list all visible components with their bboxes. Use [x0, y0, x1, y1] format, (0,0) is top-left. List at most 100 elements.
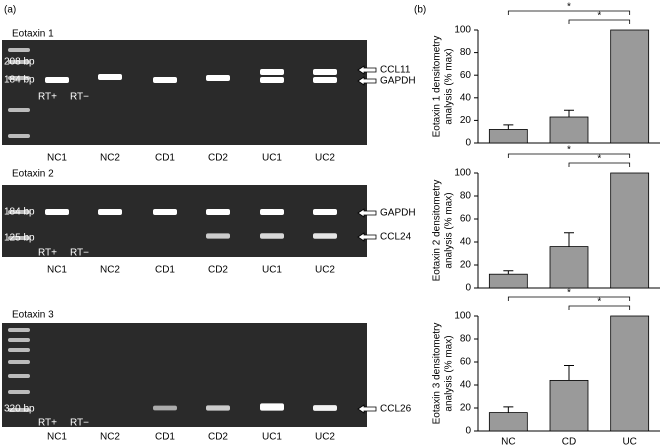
gel-band	[98, 209, 122, 215]
gel-band	[45, 209, 69, 215]
gel-band	[260, 77, 284, 83]
ladder-band	[8, 338, 30, 342]
significance-bracket	[568, 19, 631, 24]
lane-label: NC1	[47, 265, 67, 276]
x-tick-label: NC	[501, 437, 515, 448]
bar	[488, 412, 528, 432]
lane-label: CD2	[208, 153, 228, 164]
y-tick-label: 0	[465, 283, 471, 294]
lane-label: NC1	[47, 153, 67, 164]
lane-label: UC2	[315, 432, 335, 443]
ladder-band	[8, 408, 30, 412]
error-bar	[564, 364, 574, 381]
panel-label: (a)	[4, 5, 16, 16]
bar	[488, 129, 528, 144]
significance-bracket	[507, 10, 631, 15]
rt-label: RT−	[70, 418, 89, 429]
bar	[549, 246, 589, 289]
size-label: 320 bp	[4, 404, 35, 415]
rt-label: RT+	[38, 92, 57, 103]
rt-label: RT−	[70, 92, 89, 103]
gene-label: CCL11	[380, 65, 411, 76]
gel-band	[206, 233, 230, 239]
size-label: 184 bp	[4, 75, 35, 86]
gel-band	[260, 69, 284, 75]
ladder-band	[8, 236, 30, 240]
significance-bracket	[507, 153, 631, 158]
bar	[610, 172, 650, 289]
lane-label: UC1	[262, 432, 282, 443]
lane-label: CD2	[208, 265, 228, 276]
gel-title: Eotaxin 2	[12, 169, 54, 180]
y-tick-label: 40	[460, 92, 472, 103]
panel-label: (b)	[414, 5, 426, 16]
error-bar	[503, 406, 514, 413]
gel-title: Eotaxin 1	[12, 29, 54, 40]
gene-label: GAPDH	[380, 76, 416, 87]
y-tick-label: 40	[460, 380, 472, 391]
ladder-band	[8, 210, 30, 214]
lane-label: UC2	[315, 153, 335, 164]
significance-bracket	[568, 305, 631, 310]
lane-label: CD1	[155, 153, 175, 164]
gel-band	[260, 233, 284, 239]
ladder-band	[8, 390, 30, 394]
gel-image	[2, 40, 367, 145]
significance-label: *	[567, 288, 571, 299]
lane-label: UC1	[262, 265, 282, 276]
gel-band	[206, 75, 230, 81]
y-tick-label: 60	[460, 70, 472, 81]
y-tick-label: 20	[460, 115, 472, 126]
significance-label: *	[597, 11, 601, 22]
y-tick-label: 0	[465, 138, 471, 149]
gel-band	[206, 405, 230, 411]
lane-label: NC2	[100, 153, 120, 164]
ladder-band	[8, 108, 30, 112]
ladder-band	[8, 76, 30, 80]
y-axis-label: analysis (% max)	[444, 48, 455, 124]
gel-image	[2, 185, 367, 257]
y-tick-label: 80	[460, 334, 472, 345]
error-bar	[503, 270, 514, 275]
gel-band	[260, 403, 284, 411]
size-label: 208 bp	[4, 57, 35, 68]
x-tick-label: CD	[562, 437, 576, 448]
y-tick-label: 20	[460, 403, 472, 414]
ladder-band	[8, 348, 30, 352]
gel-band	[98, 74, 122, 80]
error-bar	[503, 124, 514, 130]
bar	[549, 116, 589, 144]
gel-band	[313, 77, 337, 83]
bar	[549, 379, 589, 432]
y-tick-label: 100	[454, 25, 471, 36]
ladder-band	[8, 60, 30, 64]
rt-label: RT−	[70, 248, 89, 259]
significance-label: *	[567, 145, 571, 156]
ladder-band	[8, 134, 30, 138]
gel-band	[260, 209, 284, 215]
arrow	[357, 208, 377, 218]
gene-label: CCL24	[380, 232, 412, 243]
ladder-band	[8, 48, 30, 52]
significance-bracket	[507, 296, 631, 301]
significance-bracket	[568, 162, 631, 167]
y-tick-label: 60	[460, 214, 472, 225]
y-axis-label: Eotaxin 2 densitometry	[432, 180, 443, 282]
y-tick-label: 100	[454, 311, 471, 322]
y-tick-label: 20	[460, 260, 472, 271]
error-bar	[564, 109, 574, 118]
gel-image	[2, 323, 367, 427]
gel-band	[313, 209, 337, 215]
gel-band	[313, 405, 337, 411]
y-tick-label: 80	[460, 47, 472, 58]
ladder-band	[8, 360, 30, 364]
significance-label: *	[567, 2, 571, 13]
y-axis-label: Eotaxin 1 densitometry	[432, 36, 443, 138]
ladder-band	[8, 328, 30, 332]
bar	[488, 273, 528, 289]
gene-label: GAPDH	[380, 208, 416, 219]
ladder-band	[8, 374, 30, 378]
y-axis-label: Eotaxin 3 densitometry	[432, 323, 443, 425]
lane-label: UC2	[315, 265, 335, 276]
